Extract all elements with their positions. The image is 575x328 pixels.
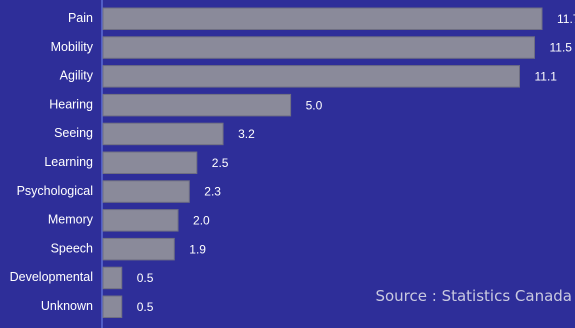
value-label-agility: 11.1: [534, 70, 557, 84]
value-label-developmental: 0.5: [137, 271, 154, 285]
value-labels-group: 11.7 11.5 11.1 5.0 3.2 2.5 2.3 2.0 1.9 0.5 0.5: [137, 12, 575, 314]
bar-speech: [102, 237, 175, 261]
bar-agility: [102, 65, 520, 88]
value-label-psychological: 2.3: [204, 185, 221, 199]
category-label-hearing: Hearing: [49, 97, 93, 111]
value-label-learning: 2.5: [212, 156, 229, 170]
bar-developmental: [102, 266, 123, 290]
value-label-mobility: 11.5: [549, 41, 572, 55]
category-labels-group: Pain Mobility Agility Hearing Seeing Learning…: [10, 11, 94, 313]
bar-unknown: [102, 295, 123, 318]
value-label-memory: 2.0: [193, 214, 210, 228]
value-label-pain: 11.7: [557, 12, 575, 26]
bar-mobility: [102, 36, 535, 59]
source-annotation: Source : Statistics Canada: [375, 287, 572, 305]
value-label-seeing: 3.2: [238, 127, 255, 141]
bars-group: [102, 7, 543, 318]
category-label-speech: Speech: [51, 241, 93, 255]
value-label-speech: 1.9: [189, 242, 206, 256]
category-label-unknown: Unknown: [41, 299, 93, 313]
bar-psychological: [102, 180, 190, 203]
bar-learning: [102, 151, 198, 174]
category-label-agility: Agility: [60, 69, 94, 83]
category-label-memory: Memory: [48, 213, 94, 227]
bar-hearing: [102, 93, 292, 117]
category-label-seeing: Seeing: [54, 126, 93, 140]
bar-pain: [102, 7, 543, 30]
value-label-hearing: 5.0: [306, 98, 323, 112]
category-label-mobility: Mobility: [51, 40, 94, 54]
category-label-psychological: Psychological: [17, 184, 93, 198]
category-label-developmental: Developmental: [10, 270, 93, 284]
category-label-pain: Pain: [68, 11, 93, 25]
bar-seeing: [102, 122, 224, 146]
value-label-unknown: 0.5: [137, 300, 154, 314]
category-label-learning: Learning: [44, 155, 93, 169]
bar-memory: [102, 209, 179, 232]
